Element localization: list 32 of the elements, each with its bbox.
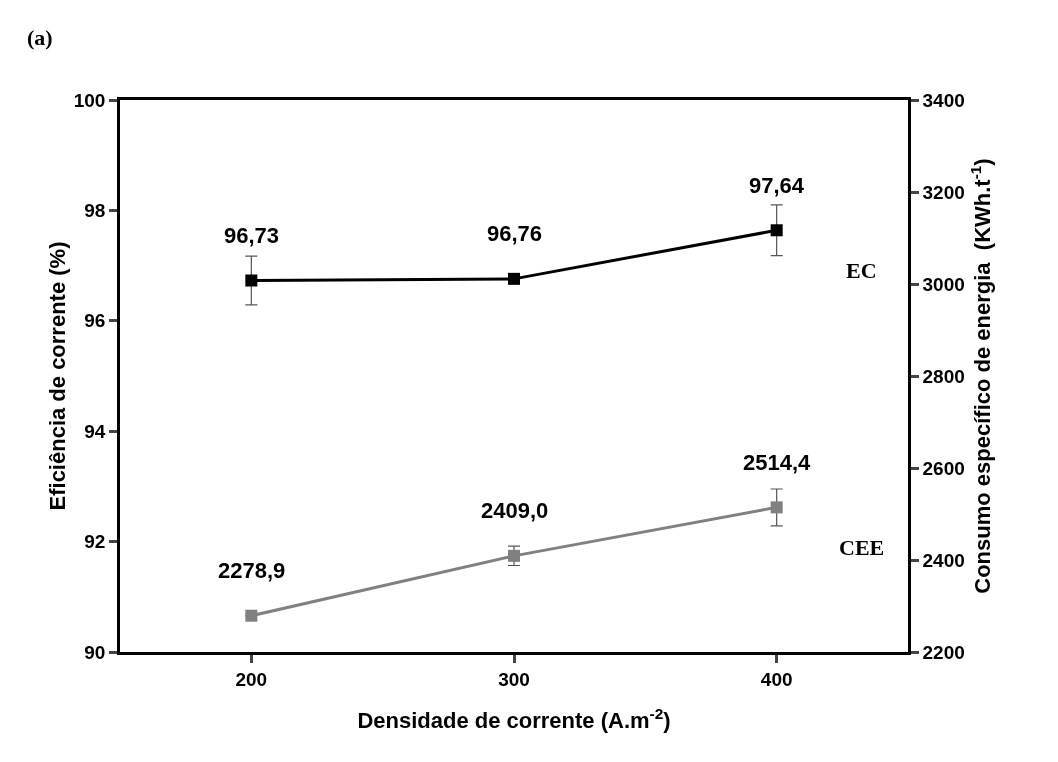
- y-tick-label: 90: [84, 641, 106, 663]
- y2-tick-label: 3200: [922, 181, 965, 203]
- data-label: 2278,9: [218, 558, 286, 583]
- y2-tick-label: 2200: [922, 641, 965, 663]
- x-tick-label: 300: [498, 668, 530, 690]
- point: [245, 609, 258, 622]
- y2-tick-label: 2800: [922, 365, 965, 387]
- data-label: 2409,0: [481, 498, 549, 523]
- y2-tick-label: 3400: [922, 89, 965, 111]
- y2-tick-label: 3000: [922, 273, 965, 295]
- point: [770, 224, 783, 237]
- y-tick-label: 92: [84, 531, 106, 553]
- text: CEE: [839, 535, 885, 560]
- text: EC: [846, 258, 877, 283]
- point: [245, 274, 258, 287]
- y-tick-label: 98: [84, 200, 106, 222]
- point: [508, 272, 520, 285]
- y-axis-title: Eficiência de corrente (%): [44, 241, 70, 511]
- y-tick-label: 100: [73, 89, 106, 111]
- data-label: 97,64: [749, 173, 805, 198]
- data-label: 96,76: [487, 221, 543, 246]
- y2-tick-label: 2600: [922, 457, 965, 479]
- y2-tick-label: 2400: [922, 549, 965, 571]
- point: [770, 501, 783, 514]
- text: (a): [27, 25, 53, 50]
- y-tick-label: 94: [84, 420, 106, 442]
- y-tick-label: 96: [84, 310, 106, 332]
- data-label: 2514,4: [743, 450, 812, 475]
- x-tick-label: 400: [760, 668, 793, 690]
- x-axis-title: Densidade de corrente (A.m$^{-2}$): [357, 705, 671, 734]
- data-label: 96,73: [224, 223, 280, 248]
- x-tick-label: 200: [235, 668, 268, 690]
